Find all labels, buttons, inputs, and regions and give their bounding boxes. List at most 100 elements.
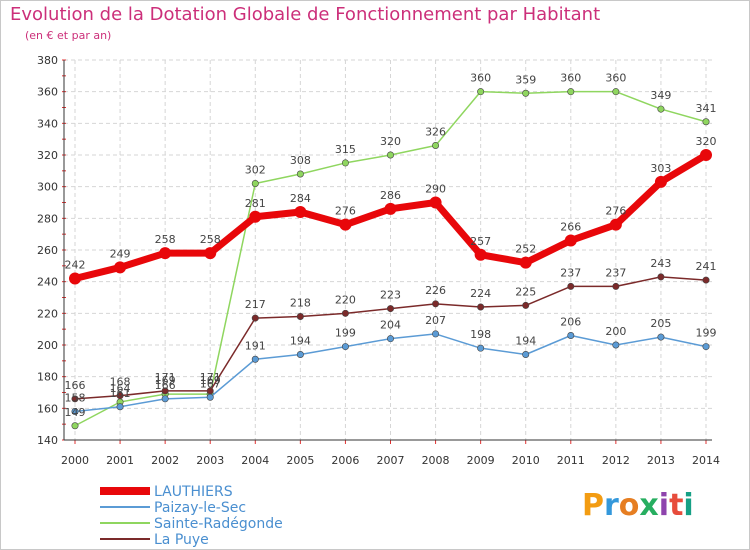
data-label: 241 [696, 260, 717, 273]
data-point [477, 303, 485, 311]
x-tick-label: 2010 [512, 454, 540, 467]
y-tick-label: 140 [37, 434, 58, 447]
data-label: 224 [470, 287, 491, 300]
data-label: 223 [380, 289, 401, 302]
data-point [296, 350, 304, 358]
data-label: 266 [560, 221, 581, 234]
data-label: 281 [245, 197, 266, 210]
data-point [386, 335, 394, 343]
data-point [384, 202, 397, 215]
data-label: 341 [696, 102, 717, 115]
data-label: 220 [335, 293, 356, 306]
data-point [702, 118, 710, 126]
y-tick-label: 320 [37, 149, 58, 162]
data-label: 161 [110, 387, 131, 400]
data-point [612, 88, 620, 96]
x-tick-label: 2008 [422, 454, 450, 467]
y-tick-label: 160 [37, 402, 58, 415]
data-point [567, 282, 575, 290]
proxiti-logo: Proxiti [582, 488, 694, 523]
data-point [116, 403, 124, 411]
data-label: 286 [380, 189, 401, 202]
data-point [657, 105, 665, 113]
data-label: 171 [200, 371, 221, 384]
data-label: 171 [155, 371, 176, 384]
data-point [251, 180, 259, 188]
chart-subtitle: (en € et par an) [25, 29, 112, 42]
data-point [654, 175, 667, 188]
data-label: 359 [515, 73, 536, 86]
data-label: 204 [380, 319, 401, 332]
data-point [474, 248, 487, 261]
y-tick-label: 240 [37, 276, 58, 289]
data-point [71, 422, 79, 430]
x-tick-label: 2003 [196, 454, 224, 467]
y-tick-label: 220 [37, 307, 58, 320]
data-label: 205 [650, 317, 671, 330]
y-tick-label: 180 [37, 371, 58, 384]
data-label: 249 [110, 247, 131, 260]
data-label: 237 [605, 266, 626, 279]
data-label: 194 [290, 335, 311, 348]
data-label: 360 [560, 72, 581, 85]
logo-letter: o [618, 488, 640, 523]
data-label: 191 [245, 339, 266, 352]
data-point [71, 395, 79, 403]
data-point [522, 301, 530, 309]
y-tick-label: 380 [37, 54, 58, 67]
data-point [69, 272, 81, 285]
data-point [294, 206, 307, 218]
data-label: 199 [696, 327, 717, 340]
data-point [341, 309, 349, 317]
data-label: 194 [515, 335, 536, 348]
data-label: 320 [696, 135, 717, 148]
y-tick-label: 300 [37, 181, 58, 194]
data-point [386, 151, 394, 159]
data-label: 217 [245, 298, 266, 311]
x-tick-label: 2002 [151, 454, 179, 467]
data-point [386, 305, 394, 313]
data-point [161, 395, 169, 403]
data-label: 169 [155, 374, 176, 387]
data-point [206, 387, 214, 395]
data-point [522, 350, 530, 358]
data-label: 198 [470, 328, 491, 341]
x-tick-label: 2013 [647, 454, 675, 467]
logo-letter: x [639, 488, 659, 523]
data-point [251, 355, 259, 363]
data-point [612, 341, 620, 349]
data-label: 326 [425, 126, 446, 139]
x-tick-label: 2005 [286, 454, 314, 467]
data-point [612, 282, 620, 290]
data-label: 290 [425, 183, 446, 196]
data-point [564, 234, 577, 247]
y-tick-label: 200 [37, 339, 58, 352]
data-label: 360 [470, 72, 491, 85]
data-label: 167 [200, 377, 221, 390]
data-label: 168 [110, 376, 131, 389]
data-point [477, 344, 485, 352]
data-label: 206 [560, 316, 581, 329]
logo-letter: t [669, 488, 684, 523]
data-point [161, 387, 169, 395]
data-label: 258 [200, 233, 221, 246]
data-label: 218 [290, 297, 311, 310]
x-tick-label: 2009 [467, 454, 495, 467]
data-label: 164 [110, 382, 131, 395]
data-point [657, 333, 665, 341]
legend-entry: La Puye [154, 532, 209, 548]
x-tick-label: 2007 [377, 454, 405, 467]
data-label: 149 [65, 406, 86, 419]
data-label: 302 [245, 164, 266, 177]
data-point [159, 247, 172, 260]
data-point [477, 88, 485, 96]
data-label: 237 [560, 266, 581, 279]
data-label: 252 [515, 243, 536, 256]
x-tick-label: 2011 [557, 454, 585, 467]
x-tick-label: 2014 [692, 454, 720, 467]
x-tick-label: 2001 [106, 454, 134, 467]
logo-letter: i [658, 488, 670, 523]
data-label: 284 [290, 192, 311, 205]
data-point [206, 393, 214, 401]
